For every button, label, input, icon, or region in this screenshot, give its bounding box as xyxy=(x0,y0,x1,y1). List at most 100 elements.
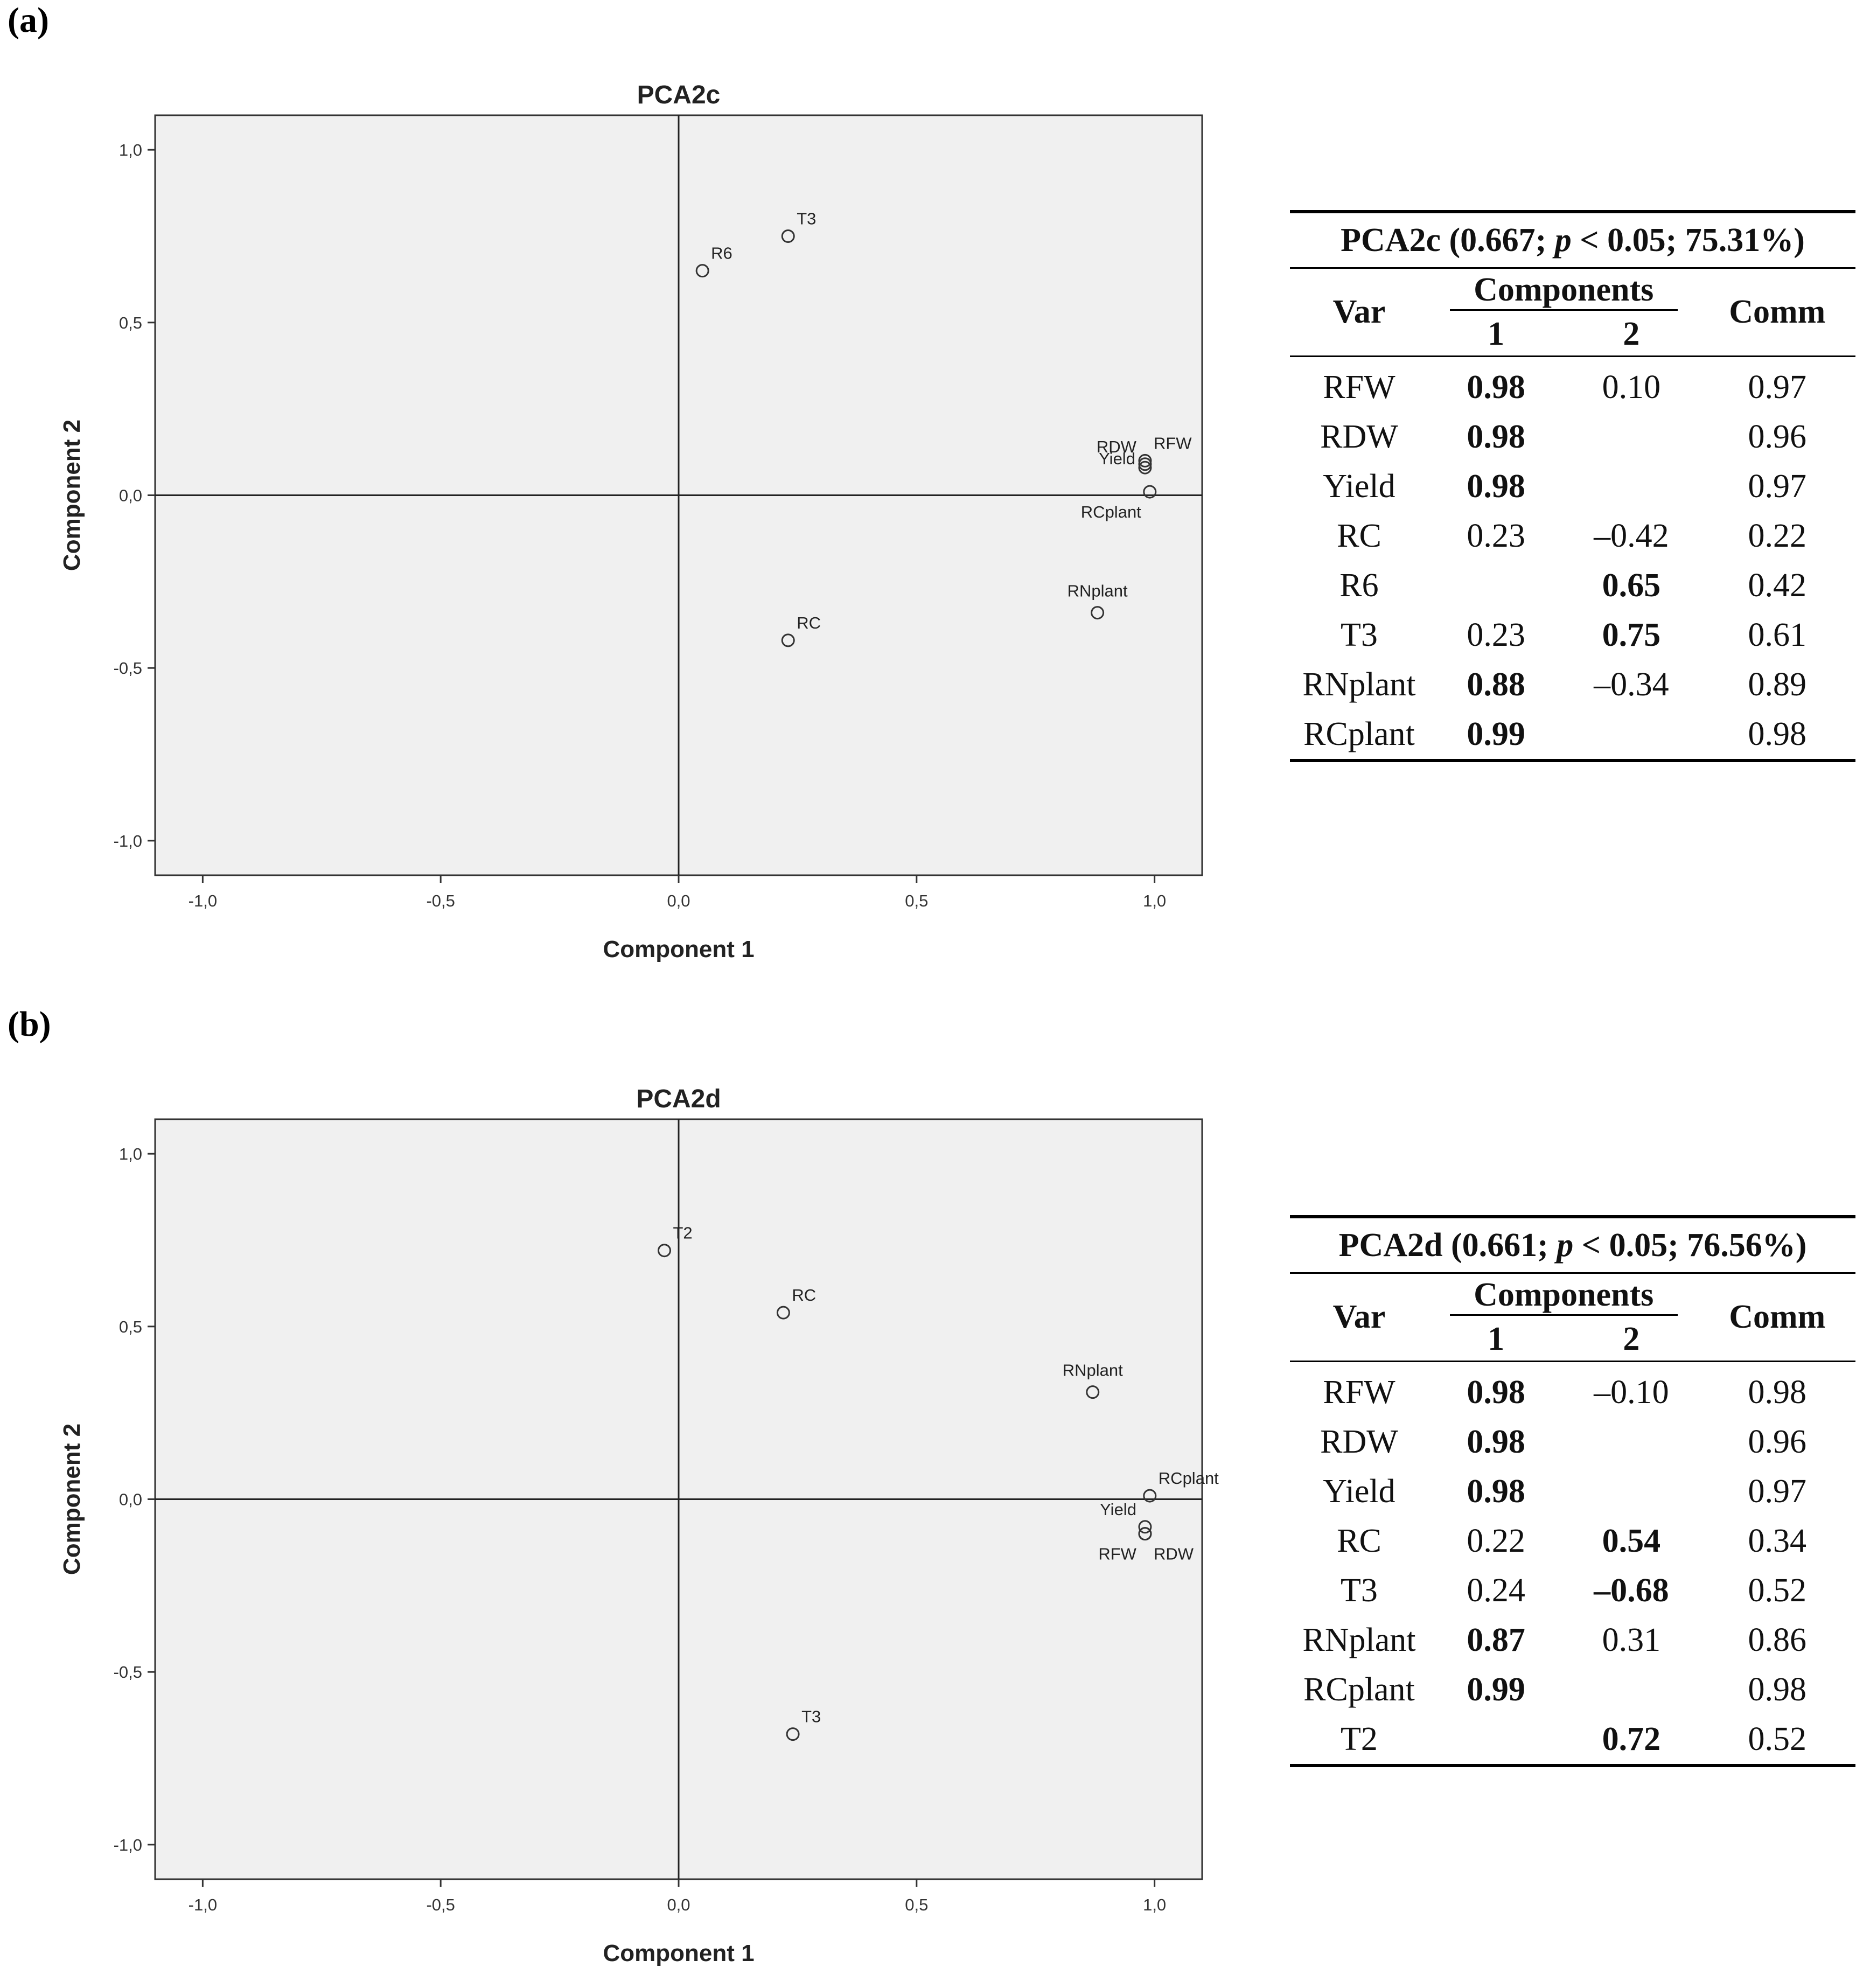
cell-component-2: 0.72 xyxy=(1564,1714,1699,1767)
panel-b: (b) PCA2d -1,0 -0,5 0,0 0,5 1,0 1,0 0,5 0,0 -0,5 -… xyxy=(0,1004,1863,1988)
table-row: RFW 0.98 0.10 0.97 xyxy=(1290,357,1855,413)
point-label: RNplant xyxy=(1063,1361,1123,1380)
cell-var: T2 xyxy=(1290,1714,1428,1767)
table-row: T3 0.23 0.75 0.61 xyxy=(1290,610,1855,660)
table-row: RDW 0.98 0.96 xyxy=(1290,1417,1855,1467)
cell-var: RCplant xyxy=(1290,709,1428,762)
cell-component-1: 0.88 xyxy=(1467,666,1525,703)
cell-comm: 0.42 xyxy=(1748,567,1807,604)
table-row: R6 0.65 0.42 xyxy=(1290,561,1855,610)
data-point xyxy=(1086,1385,1100,1399)
cell-component-2: 0.65 xyxy=(1602,567,1661,604)
data-point xyxy=(1138,461,1152,475)
scatter-plot-a: PCA2c -1,0 -0,5 0,0 0,5 1,0 1,0 0,5 0,0 -0,5 -1,0 C… xyxy=(59,81,1203,962)
cell-comm: 0.97 xyxy=(1748,368,1807,406)
cell-var: RFW xyxy=(1323,1373,1395,1411)
table-caption: PCA2d (0.661; p < 0.05; 76.56%) xyxy=(1290,1215,1855,1274)
data-point xyxy=(657,1244,671,1258)
component-1-header: 1 xyxy=(1428,313,1564,357)
point-label: T3 xyxy=(797,209,816,228)
cell-comm: 0.52 xyxy=(1748,1572,1807,1609)
cell-var: T3 xyxy=(1341,1572,1378,1609)
data-point xyxy=(776,1306,790,1320)
table-row: Yield 0.98 0.97 xyxy=(1290,462,1855,511)
cell-comm: 0.98 xyxy=(1699,709,1855,762)
cell-component-1: 0.98 xyxy=(1467,468,1525,505)
cell-comm: 0.98 xyxy=(1748,1373,1807,1411)
cell-component-1: 0.99 xyxy=(1467,1671,1525,1708)
cell-var: RC xyxy=(1337,1522,1381,1559)
table-row: T2 0.72 0.52 xyxy=(1290,1714,1855,1767)
component-2-header: 2 xyxy=(1564,1318,1699,1362)
cell-component-1: 0.98 xyxy=(1467,1373,1525,1411)
table-row: RNplant 0.87 0.31 0.86 xyxy=(1290,1615,1855,1665)
table-row: RFW 0.98 –0.10 0.98 xyxy=(1290,1362,1855,1418)
loadings-table-a: PCA2c (0.667; p < 0.05; 75.31%) Var Comp… xyxy=(1290,210,1855,762)
cell-var: R6 xyxy=(1339,567,1379,604)
x-tick-label: -0,5 xyxy=(426,1895,455,1914)
component-1-header: 1 xyxy=(1428,1318,1564,1362)
y-tick-label: -1,0 xyxy=(114,1836,142,1854)
cell-var: Yield xyxy=(1323,1473,1395,1510)
point-label: Yield xyxy=(1100,1500,1136,1519)
cell-component-2: –0.68 xyxy=(1594,1572,1669,1609)
scatter-plot-b: PCA2d -1,0 -0,5 0,0 0,5 1,0 1,0 0,5 0,0 -0,5 -1,0 C… xyxy=(59,1085,1219,1966)
panel-label: (b) xyxy=(8,1005,51,1044)
cell-component-1: 0.98 xyxy=(1467,1473,1525,1510)
cell-component-1: 0.98 xyxy=(1467,1423,1525,1460)
data-point xyxy=(1143,485,1157,499)
cell-component-1: 0.99 xyxy=(1428,709,1564,762)
x-tick-label: 0,5 xyxy=(905,891,928,910)
x-tick-label: 0,0 xyxy=(667,891,690,910)
chart-title: PCA2d xyxy=(636,1085,721,1113)
table-row: RNplant 0.88 –0.34 0.89 xyxy=(1290,660,1855,709)
y-tick-label: -1,0 xyxy=(114,832,142,850)
cell-comm: 0.97 xyxy=(1748,468,1807,505)
point-label: RC xyxy=(792,1286,816,1305)
cell-var: Yield xyxy=(1323,468,1395,505)
cell-component-2: 0.31 xyxy=(1602,1621,1661,1658)
cell-component-2 xyxy=(1564,412,1699,462)
cell-component-1 xyxy=(1428,1714,1564,1767)
panel-a: (a) PCA2c -1,0 -0,5 0,0 0,5 1,0 1,0 0,5 0,0 -0,5 -… xyxy=(0,0,1863,984)
y-tick-label: 0,5 xyxy=(119,1317,142,1336)
components-header: Components xyxy=(1428,1273,1699,1319)
x-axis-label: Component 1 xyxy=(603,936,754,962)
x-tick-label: 0,0 xyxy=(667,1895,690,1914)
cell-component-1: 0.23 xyxy=(1467,517,1525,554)
point-label: T2 xyxy=(673,1224,692,1243)
component-2-header: 2 xyxy=(1564,313,1699,357)
cell-var: RCplant xyxy=(1303,1671,1415,1708)
cell-component-1: 0.24 xyxy=(1467,1572,1525,1609)
cell-comm: 0.89 xyxy=(1748,666,1807,703)
cell-var: RDW xyxy=(1320,418,1398,455)
cell-component-1: 0.23 xyxy=(1467,616,1525,653)
point-label: R6 xyxy=(711,244,732,263)
point-label: Yield xyxy=(1099,449,1135,468)
x-tick-label: 0,5 xyxy=(905,1895,928,1914)
cell-var: T3 xyxy=(1341,616,1378,653)
cell-component-1: 0.98 xyxy=(1467,368,1525,406)
data-point xyxy=(781,633,795,647)
table-caption: PCA2c (0.667; p < 0.05; 75.31%) xyxy=(1290,210,1855,269)
table-row: RC 0.23 –0.42 0.22 xyxy=(1290,511,1855,561)
cell-comm: 0.52 xyxy=(1699,1714,1855,1767)
data-point xyxy=(1138,1527,1152,1541)
cell-comm: 0.61 xyxy=(1748,616,1807,653)
x-axis-label: Component 1 xyxy=(603,1940,754,1966)
y-axis-label: Component 2 xyxy=(59,1424,85,1575)
cell-component-2: 0.75 xyxy=(1602,616,1661,653)
cell-component-2 xyxy=(1564,1417,1699,1467)
cell-comm: 0.97 xyxy=(1748,1473,1807,1510)
cell-var: RC xyxy=(1337,517,1381,554)
cell-component-2 xyxy=(1564,462,1699,511)
table-row: RDW 0.98 0.96 xyxy=(1290,412,1855,462)
cell-component-2: –0.42 xyxy=(1594,517,1669,554)
x-tick-label: 1,0 xyxy=(1143,1895,1166,1914)
cell-var: RDW xyxy=(1320,1423,1398,1460)
y-tick-label: 0,5 xyxy=(119,313,142,332)
y-tick-label: 0,0 xyxy=(119,486,142,505)
cell-component-1: 0.22 xyxy=(1467,1522,1525,1559)
cell-component-2: 0.54 xyxy=(1602,1522,1661,1559)
data-point xyxy=(781,229,795,243)
